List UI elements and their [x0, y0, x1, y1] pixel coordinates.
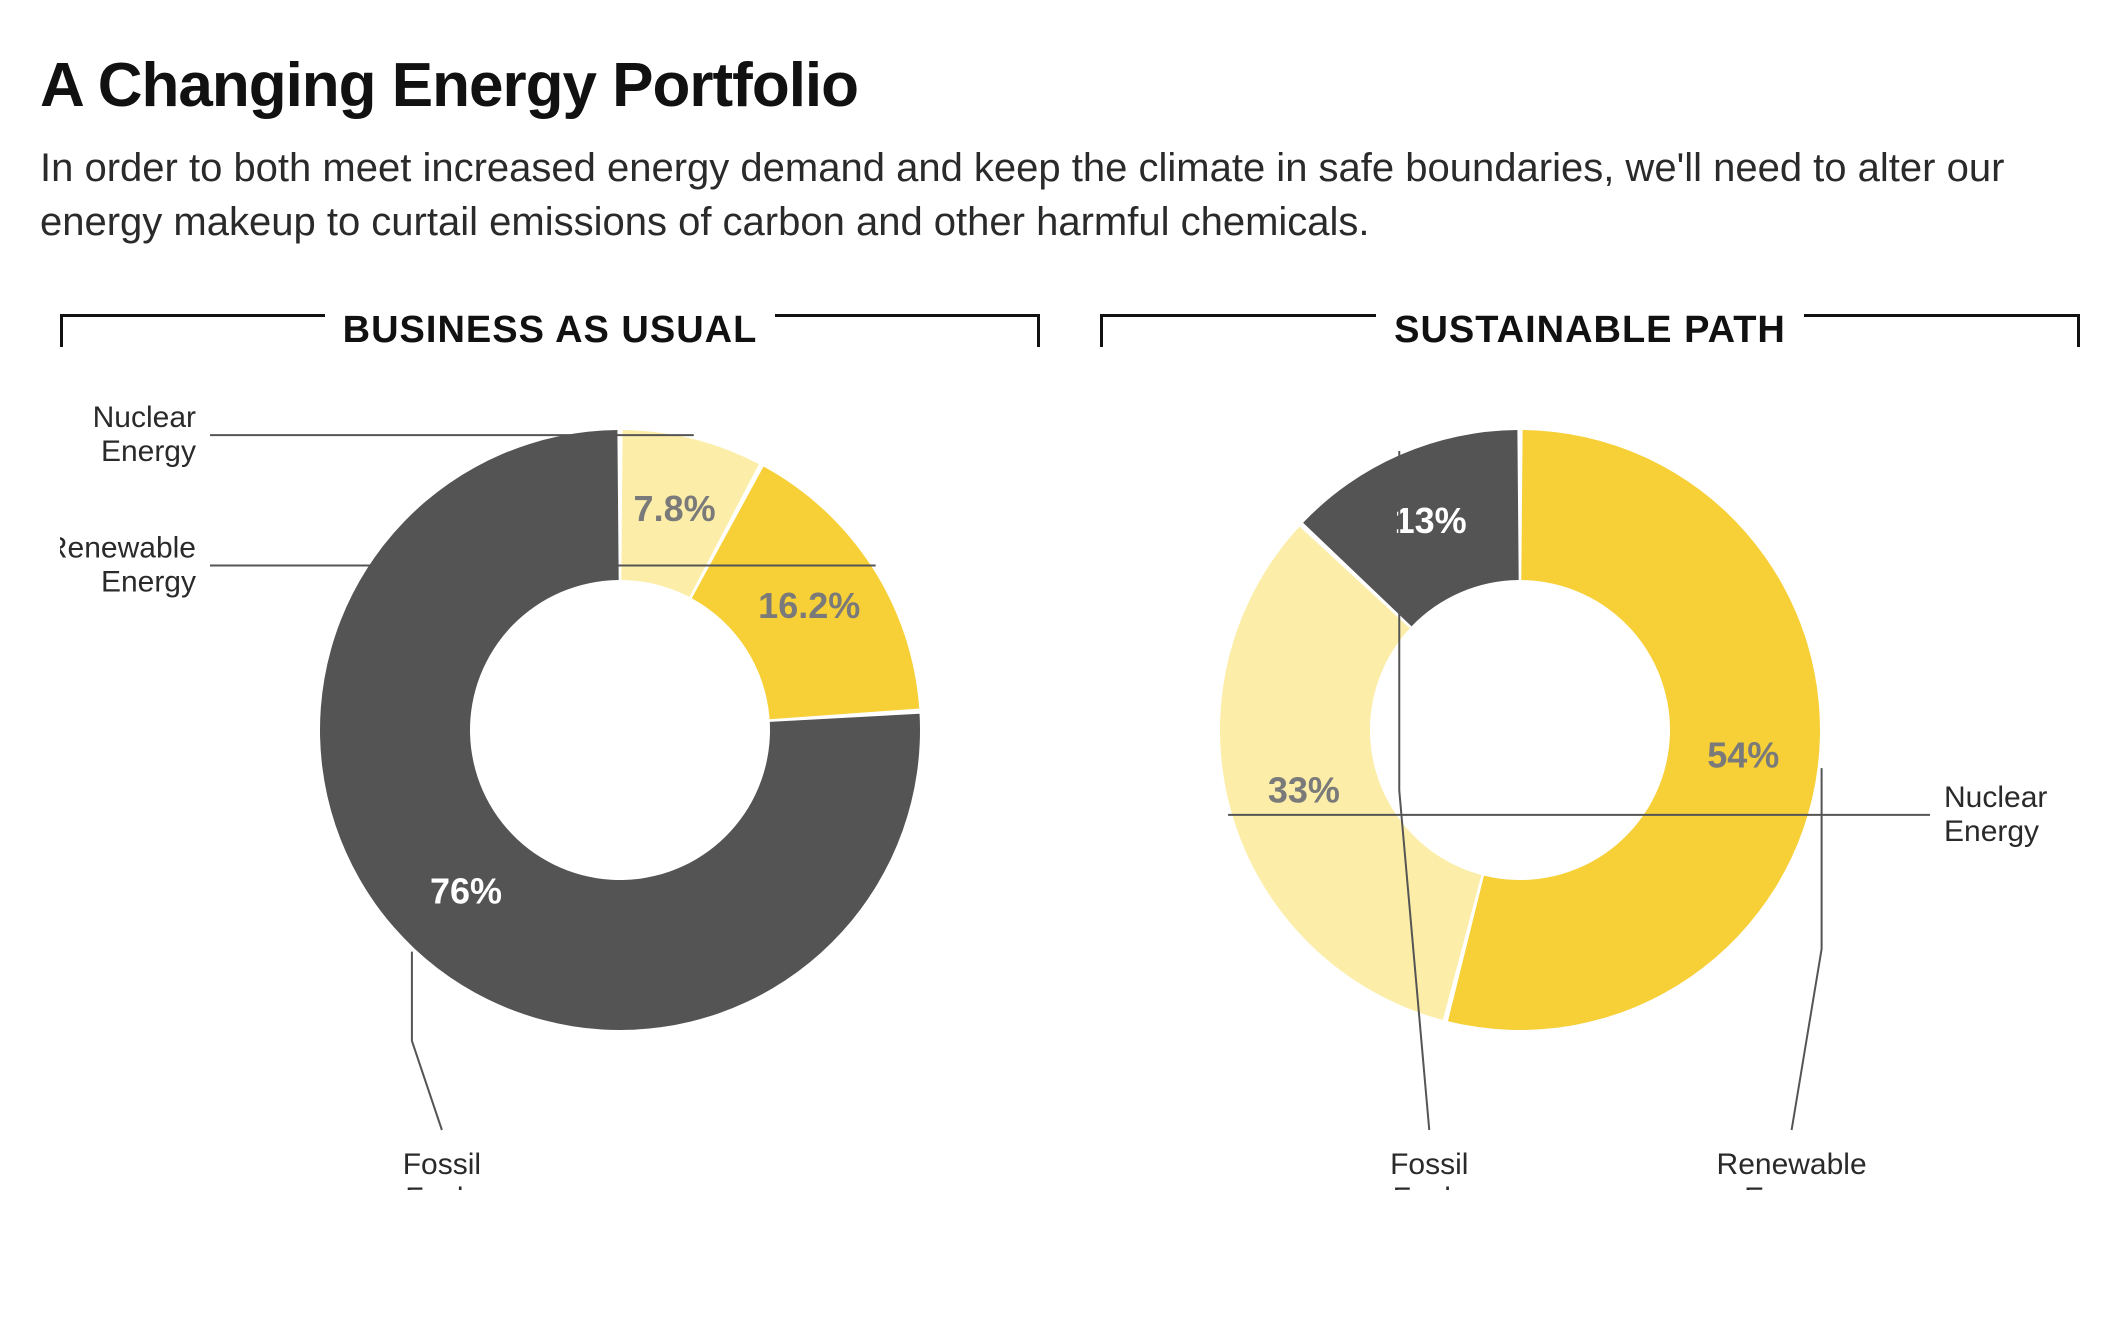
slice-category-label: RenewableEnergy: [1717, 1148, 1867, 1190]
panel-title-bracket: SUSTAINABLE PATH: [1100, 309, 2080, 352]
slice-category-label: NuclearEnergy: [1944, 781, 2047, 848]
donut-chart-sustainable-path: 54% RenewableEnergy 33% NuclearEnergy 13% Fos…: [1100, 370, 2080, 1190]
bracket-left-icon: [60, 314, 325, 347]
bracket-right-icon: [775, 314, 1040, 347]
panel-title: BUSINESS AS USUAL: [325, 309, 776, 352]
charts-row: BUSINESS AS USUAL 7.8% NuclearEnergy 16.2%…: [40, 309, 2061, 1190]
slice-value-label: 76%: [430, 871, 502, 912]
callout-line: [412, 952, 442, 1130]
panel-title-bracket: BUSINESS AS USUAL: [60, 309, 1040, 352]
chart-panel-sustainable-path: SUSTAINABLE PATH 54% RenewableEnergy 33% Nu…: [1100, 309, 2080, 1190]
chart-panel-business-as-usual: BUSINESS AS USUAL 7.8% NuclearEnergy 16.2%…: [60, 309, 1040, 1190]
slice-category-label: RenewableEnergy: [60, 531, 196, 598]
page-root: A Changing Energy Portfolio In order to …: [0, 0, 2101, 1321]
slice-value-label: 54%: [1707, 735, 1779, 776]
slice-category-label: FossilFuels: [403, 1148, 481, 1190]
slice-value-label: 7.8%: [634, 488, 716, 529]
slice-category-label: FossilFuels: [1390, 1148, 1468, 1190]
bracket-left-icon: [1100, 314, 1376, 347]
page-subtitle: In order to both meet increased energy d…: [40, 141, 2040, 249]
slice-category-label: NuclearEnergy: [93, 401, 196, 468]
slice-value-label: 16.2%: [758, 585, 860, 626]
slice-value-label: 13%: [1395, 500, 1467, 541]
slice-value-label: 33%: [1268, 769, 1340, 810]
bracket-right-icon: [1804, 314, 2080, 347]
page-title: A Changing Energy Portfolio: [40, 50, 2061, 121]
panel-title: SUSTAINABLE PATH: [1376, 309, 1804, 352]
donut-chart-business-as-usual: 7.8% NuclearEnergy 16.2% RenewableEnergy 76%…: [60, 370, 1040, 1190]
